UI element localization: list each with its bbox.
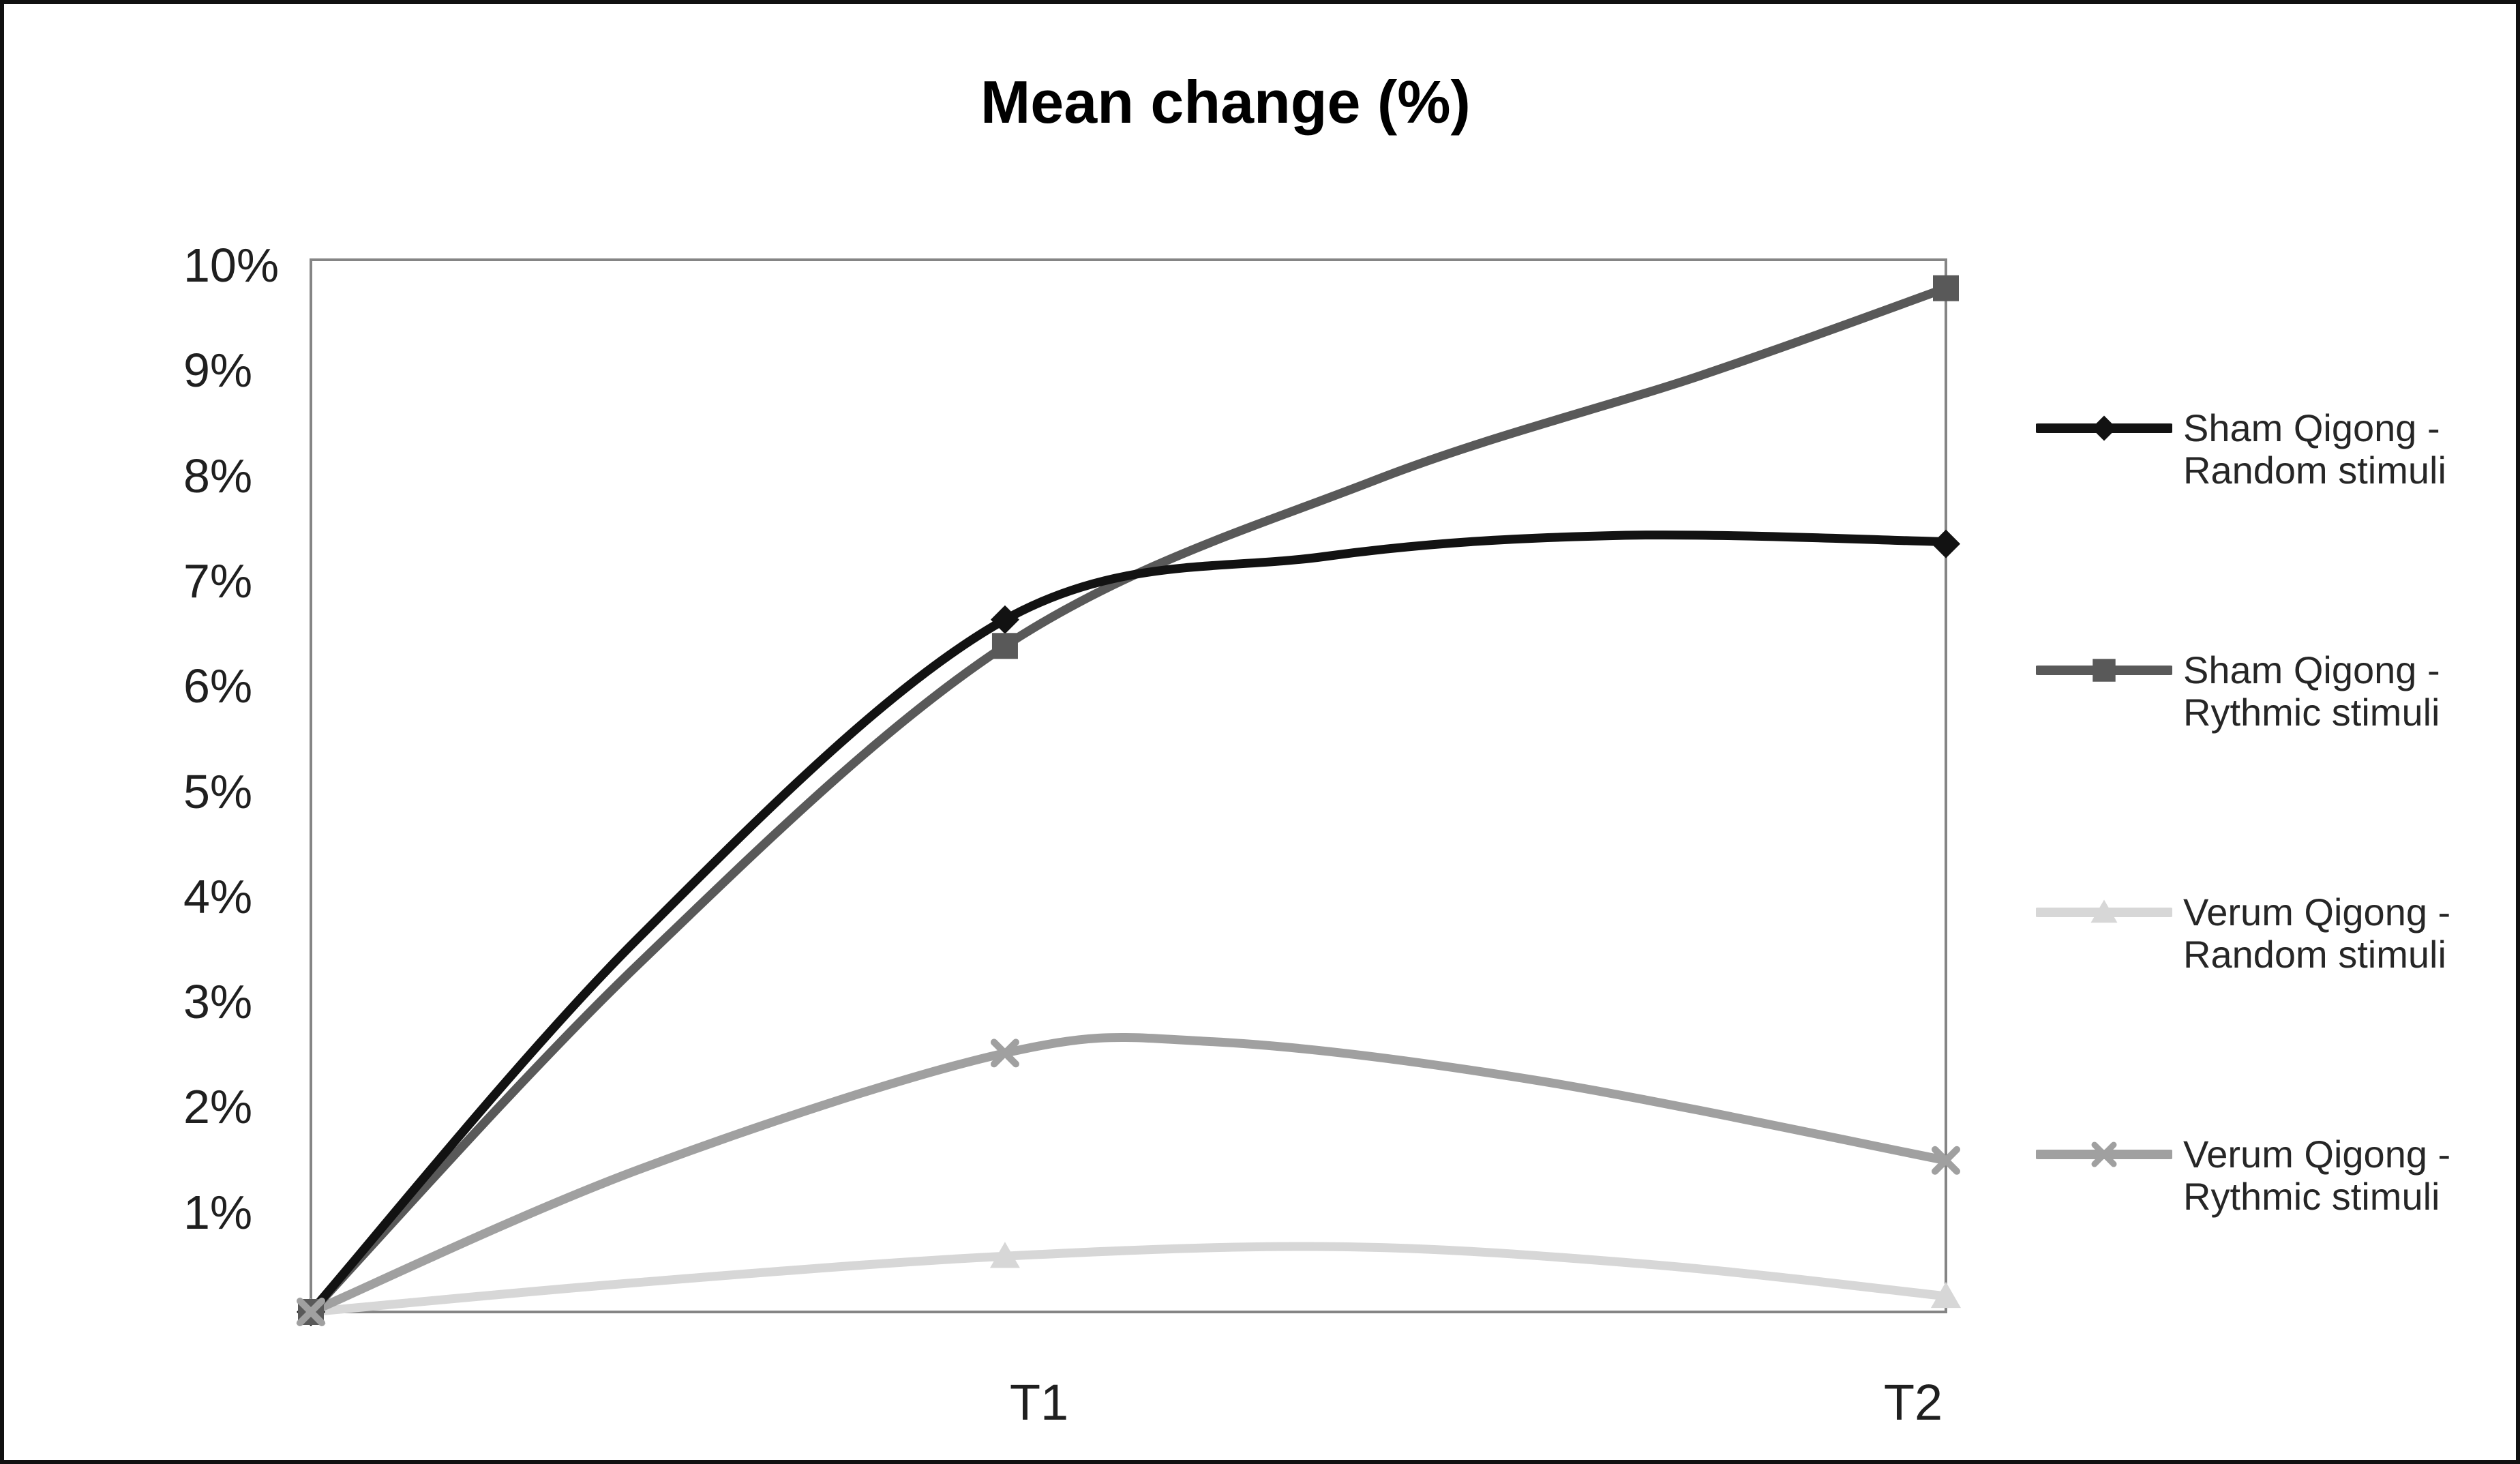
plot-area-border	[310, 258, 1947, 1313]
y-axis-tick-label: 2%	[183, 1080, 253, 1134]
x-axis-tick-label: T1	[1009, 1374, 1069, 1431]
legend-square-swatch-icon	[2036, 659, 2172, 682]
y-axis-tick-label: 6%	[183, 659, 253, 713]
y-axis-tick-label: 9%	[183, 344, 253, 398]
x-axis-tick-label: T2	[1883, 1374, 1943, 1431]
legend-label-line: Random stimuli	[2183, 933, 2446, 976]
legend-label-line: Sham Qigong -	[2183, 406, 2440, 449]
marker-square-icon	[1933, 275, 1959, 301]
marker-x-icon	[297, 1298, 325, 1326]
y-axis-tick-label: 7%	[183, 554, 253, 608]
marker-square-icon	[991, 633, 1018, 659]
legend-label: Verum Qigong - Rythmic stimuli	[2183, 1133, 2450, 1218]
legend-entry-verum-qigong-random-stimuli: Verum Qigong - Random stimuli	[2036, 891, 2450, 976]
legend-entry-sham-qigong-rythmic-stimuli: Sham Qigong - Rythmic stimuli	[2036, 649, 2440, 734]
chart-canvas	[296, 258, 1961, 1326]
legend-triangle-swatch-icon	[2036, 899, 2172, 923]
series-line-verum-qigong-rythmic-stimuli	[306, 1032, 1951, 1317]
legend-diamond-swatch-icon	[2036, 415, 2172, 441]
chart-title: Mean change (%)	[980, 68, 1471, 136]
series-line-verum-qigong-random-stimuli	[306, 1242, 1951, 1317]
marker-diamond-icon	[1932, 529, 1960, 558]
series-line-sham-qigong-rythmic-stimuli	[306, 284, 1951, 1317]
legend-label: Verum Qigong - Random stimuli	[2183, 891, 2450, 976]
legend-label-line: Rythmic stimuli	[2183, 1175, 2440, 1218]
legend-label-line: Verum Qigong -	[2183, 891, 2451, 933]
y-axis-tick-label: 3%	[183, 975, 253, 1029]
legend-label: Sham Qigong - Rythmic stimuli	[2183, 649, 2440, 734]
legend-label-line: Verum Qigong -	[2183, 1133, 2451, 1176]
marker-x-icon	[990, 1039, 1019, 1068]
marker-diamond-icon	[990, 605, 1019, 634]
legend-label-line: Random stimuli	[2183, 449, 2446, 492]
legend-entry-sham-qigong-random-stimuli: Sham Qigong - Random stimuli	[2036, 407, 2446, 492]
legend-x-swatch-icon	[2036, 1141, 2172, 1167]
series-line-sham-qigong-random-stimuli	[306, 531, 1951, 1317]
marker-triangle-icon	[989, 1242, 1020, 1268]
y-axis-tick-label: 1%	[183, 1185, 253, 1239]
marker-triangle-icon	[1931, 1281, 1961, 1309]
y-axis-tick-label: 8%	[183, 449, 253, 503]
legend-label-line: Rythmic stimuli	[2183, 691, 2440, 734]
y-axis-tick-label: 4%	[183, 869, 253, 923]
y-axis-tick-label: 10%	[183, 239, 280, 292]
y-axis-tick-label: 5%	[183, 764, 253, 818]
legend-entry-verum-qigong-rythmic-stimuli: Verum Qigong - Rythmic stimuli	[2036, 1133, 2450, 1218]
legend-label: Sham Qigong - Random stimuli	[2183, 407, 2446, 492]
marker-x-icon	[1932, 1146, 1960, 1175]
legend-label-line: Sham Qigong -	[2183, 648, 2440, 691]
